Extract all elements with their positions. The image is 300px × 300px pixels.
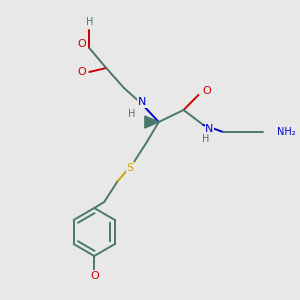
Text: O: O [77,39,86,49]
Text: H: H [128,109,136,119]
Polygon shape [145,116,159,128]
Text: H: H [202,134,209,144]
Text: S: S [126,163,134,173]
Text: O: O [77,67,86,77]
Text: N: N [138,97,146,107]
Text: O: O [90,271,99,281]
Text: O: O [202,86,211,96]
Text: H: H [85,17,93,27]
Text: NH₂: NH₂ [277,127,296,137]
Text: N: N [205,124,214,134]
